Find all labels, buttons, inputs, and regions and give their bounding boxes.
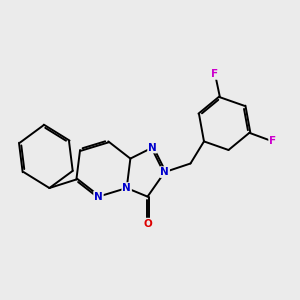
Text: F: F xyxy=(269,136,276,146)
Text: N: N xyxy=(148,142,157,152)
Text: N: N xyxy=(94,192,103,202)
Text: O: O xyxy=(143,219,152,229)
Text: F: F xyxy=(212,69,219,79)
Text: N: N xyxy=(160,167,169,177)
Text: N: N xyxy=(122,183,131,193)
